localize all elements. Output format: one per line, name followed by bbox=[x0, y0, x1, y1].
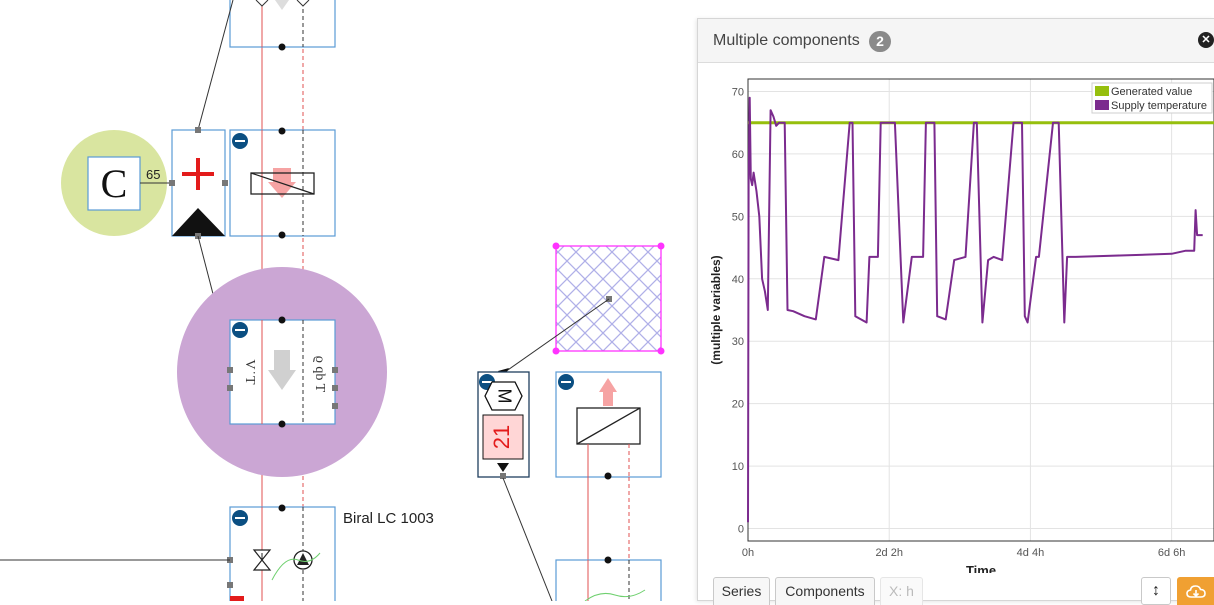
x-tick-label: 4d 4h bbox=[1017, 547, 1045, 559]
y-tick-label: 10 bbox=[732, 461, 744, 473]
controller-letter: C bbox=[101, 161, 128, 206]
x-axis-label: Time bbox=[966, 563, 996, 573]
legend-label: Supply temperature bbox=[1111, 100, 1207, 112]
legend-swatch bbox=[1095, 100, 1109, 110]
time-series-chart[interactable]: 0 10 20 30 40 50 60 70 0h 2d 2h 4d 4h 6d 6h Time (m… bbox=[698, 63, 1214, 573]
panel-title: Multiple components bbox=[713, 32, 860, 49]
pump-label: Biral LC 1003 bbox=[343, 510, 434, 527]
panel-footer: Series Components X: h ↕ bbox=[698, 574, 1214, 605]
legend-label: Generated value bbox=[1111, 86, 1192, 98]
motor-letter: M bbox=[494, 389, 514, 404]
connection-line bbox=[197, 0, 234, 131]
mixer-block[interactable] bbox=[169, 127, 228, 239]
x-tick-label: 2d 2h bbox=[875, 547, 903, 559]
valve-block-right[interactable] bbox=[555, 371, 662, 480]
legend-swatch bbox=[1095, 86, 1109, 96]
sensor-block[interactable]: V ̇ T ϱ qb T bbox=[177, 267, 387, 477]
y-tick-label: 60 bbox=[732, 149, 744, 161]
sensor-right-label: ϱ qb T bbox=[312, 356, 327, 393]
pump-block[interactable] bbox=[227, 504, 336, 602]
bottom-right-block[interactable] bbox=[555, 556, 662, 602]
multiple-components-panel[interactable]: Multiple components 2 ✕ 0 10 20 30 40 50 60 70 0… bbox=[697, 18, 1214, 605]
controller-value: 65 bbox=[146, 167, 160, 182]
x-tick-label: 6d 6h bbox=[1158, 547, 1186, 559]
cloud-download-button[interactable] bbox=[1177, 577, 1214, 605]
x-tick-label: 0h bbox=[742, 547, 754, 559]
sensor-left-label: V ̇ T bbox=[242, 359, 257, 385]
chart-series bbox=[747, 96, 1214, 523]
motor-block[interactable]: M 21 bbox=[477, 371, 530, 479]
component-count-badge: 2 bbox=[869, 31, 891, 52]
tab-x-axis: X: h bbox=[880, 577, 923, 605]
y-tick-label: 20 bbox=[732, 399, 744, 411]
y-axis-label: (multiple variables) bbox=[709, 255, 723, 364]
top-component-block[interactable] bbox=[229, 0, 336, 51]
y-tick-label: 30 bbox=[732, 336, 744, 348]
tab-series[interactable]: Series bbox=[713, 577, 770, 605]
cloud-download-icon bbox=[1186, 585, 1206, 599]
series-line-supply-temperature bbox=[747, 96, 1203, 523]
tab-components[interactable]: Components bbox=[775, 577, 875, 605]
close-icon[interactable]: ✕ bbox=[1198, 32, 1214, 48]
hatched-block-selected[interactable] bbox=[552, 242, 665, 355]
resize-vertical-button[interactable]: ↕ bbox=[1141, 577, 1171, 605]
y-tick-label: 0 bbox=[738, 524, 744, 536]
controller-block[interactable]: C bbox=[61, 130, 167, 236]
legend-box bbox=[1091, 82, 1213, 114]
heat-exchanger-block[interactable] bbox=[229, 127, 336, 239]
y-tick-label: 70 bbox=[732, 86, 744, 98]
chart-ticks: 0 10 20 30 40 50 60 70 0h 2d 2h 4d 4h 6d 6h bbox=[732, 86, 1186, 559]
y-tick-label: 40 bbox=[732, 274, 744, 286]
panel-header: Multiple components 2 ✕ bbox=[698, 19, 1214, 63]
y-tick-label: 50 bbox=[732, 211, 744, 223]
chart-legend: Generated value Supply temperature bbox=[1091, 82, 1213, 114]
motor-value: 21 bbox=[489, 425, 514, 449]
